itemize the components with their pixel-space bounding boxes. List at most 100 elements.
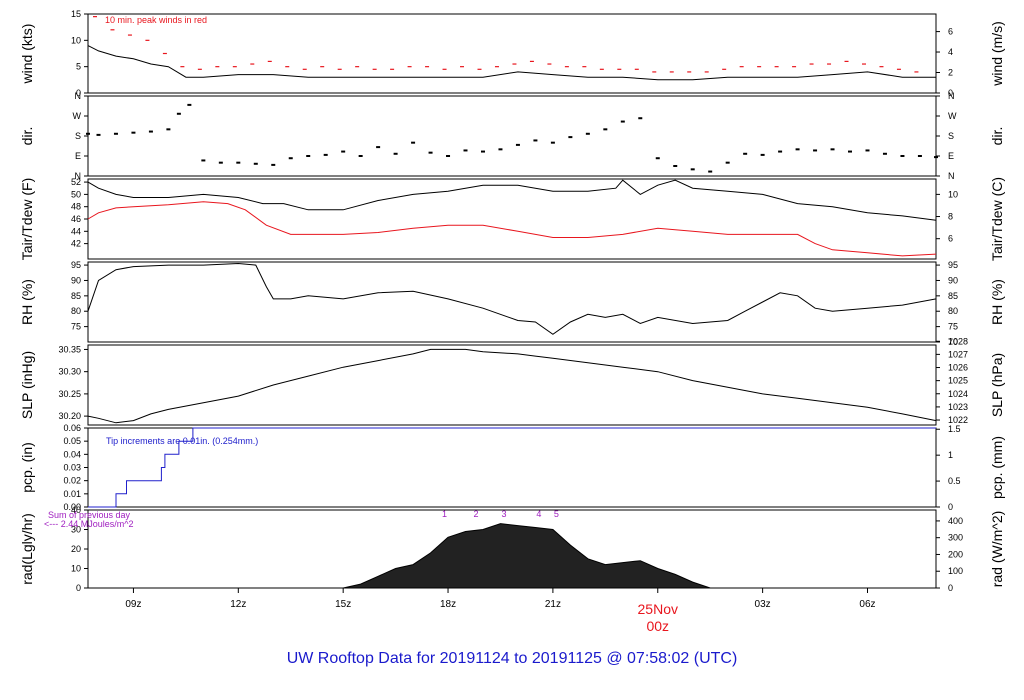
rh-line-rh — [87, 262, 937, 335]
slp-ytick-label-left: 30.30 — [58, 367, 81, 377]
dir-ytick-label-left: S — [75, 131, 81, 141]
temp-ytick-label-left: 52 — [71, 177, 81, 187]
wind-ytick-label-left: 5 — [76, 62, 81, 72]
slp-ytick-label-left: 30.20 — [58, 411, 81, 421]
slp-ylabel-right: SLP (hPa) — [989, 353, 1005, 417]
rad-day-number: 4 — [536, 509, 541, 519]
rad-day-number: 3 — [501, 509, 506, 519]
slp-ytick-label-right: 1024 — [948, 389, 968, 399]
rh-panel-frame — [87, 261, 937, 343]
pcp-ytick-label-right: 1 — [948, 450, 953, 460]
rad-ytick-label-right: 100 — [948, 566, 963, 576]
pcp-ytick-label-left: 0.06 — [63, 423, 81, 433]
rad-ytick-label-left: 30 — [71, 525, 81, 535]
dir-ytick-label-right: N — [948, 171, 955, 181]
pcp-line-precipitation — [88, 427, 936, 508]
wind-peak-annotation: 10 min. peak winds in red — [105, 15, 207, 25]
rad-area — [88, 523, 936, 589]
wind-ylabel-left: wind (kts) — [19, 24, 35, 85]
rh-ytick-label-right: 90 — [948, 275, 958, 285]
rad-sum-annotation-2: <--- 2.44 MJoules/m^2 — [44, 519, 134, 529]
time-tick-label: 09z — [125, 599, 141, 610]
pcp-ytick-label-left: 0.02 — [63, 476, 81, 486]
slp-ytick-label-left: 30.25 — [58, 389, 81, 399]
temp-ytick-label-left: 42 — [71, 239, 81, 249]
dir-ylabel-left: dir. — [19, 127, 35, 146]
dir-ytick-label-left: W — [73, 111, 82, 121]
slp-ytick-label-right: 1025 — [948, 376, 968, 386]
pcp-ytick-label-right: 0 — [948, 502, 953, 512]
temp-panel-frame — [87, 178, 937, 260]
time-tick-label: 06z — [859, 599, 875, 610]
pcp-ytick-label-left: 0.03 — [63, 463, 81, 473]
rh-ytick-label-left: 85 — [71, 291, 81, 301]
rh-ylabel-right: RH (%) — [989, 279, 1005, 325]
rad-sum-annotation-1: Sum of previous day — [48, 510, 131, 520]
chart-title: UW Rooftop Data for 20191124 to 20191125… — [286, 650, 738, 667]
rh-ytick-label-left: 90 — [71, 275, 81, 285]
time-tick-label: 12z — [230, 599, 246, 610]
wind-ylabel-right: wind (m/s) — [989, 21, 1005, 87]
wind-ytick-label-right: 0 — [948, 88, 953, 98]
slp-ytick-label-right: 1028 — [948, 336, 968, 346]
pcp-ylabel-right: pcp. (mm) — [989, 436, 1005, 499]
dir-ytick-label-right: E — [948, 151, 954, 161]
temp-ylabel-left: Tair/Tdew (F) — [19, 178, 35, 260]
rh-ytick-label-left: 95 — [71, 260, 81, 270]
slp-line-slp — [87, 348, 937, 424]
wind-ytick-label-left: 15 — [71, 9, 81, 19]
rh-ylabel-left: RH (%) — [19, 279, 35, 325]
temp-ytick-label-left: 48 — [71, 202, 81, 212]
wind-ytick-label-right: 4 — [948, 47, 953, 57]
temp-ytick-label-right: 8 — [948, 212, 953, 222]
temp-ytick-label-left: 50 — [71, 189, 81, 199]
pcp-ytick-label-left: 0.00 — [63, 502, 81, 512]
temp-ytick-label-left: 46 — [71, 214, 81, 224]
rad-ytick-label-left: 10 — [71, 564, 81, 574]
rad-ytick-label-right: 300 — [948, 533, 963, 543]
dir-ytick-label-left: N — [75, 91, 82, 101]
pcp-ytick-label-right: 0.5 — [948, 476, 961, 486]
rad-ylabel-left: rad(Lgly/hr) — [19, 513, 35, 585]
temp-line-tair — [87, 179, 937, 221]
rad-ytick-label-right: 0 — [948, 583, 953, 593]
dir-panel-frame — [87, 95, 937, 177]
time-tick-label: 21z — [545, 599, 561, 610]
wind-ytick-label-right: 6 — [948, 27, 953, 37]
temp-ytick-label-right: 10 — [948, 189, 958, 199]
rad-ytick-label-left: 0 — [76, 583, 81, 593]
wind-ytick-label-right: 2 — [948, 68, 953, 78]
rad-ytick-label-left: 40 — [71, 505, 81, 515]
dir-ytick-label-right: S — [948, 131, 954, 141]
rad-ytick-label-right: 200 — [948, 549, 963, 559]
pcp-ylabel-left: pcp. (in) — [19, 442, 35, 493]
rad-ytick-label-left: 20 — [71, 544, 81, 554]
wind-panel-frame — [87, 13, 937, 94]
rh-ytick-label-right: 70 — [948, 337, 958, 347]
pcp-ytick-label-right: 1.5 — [948, 424, 961, 434]
rh-ytick-label-right: 80 — [948, 306, 958, 316]
time-tick-label: 15z — [335, 599, 351, 610]
rad-ylabel-right: rad (W/m^2) — [989, 511, 1005, 588]
temp-line-tdew — [87, 201, 937, 257]
rh-ytick-label-left: 80 — [71, 306, 81, 316]
slp-panel-frame — [87, 344, 937, 426]
pcp-ytick-label-left: 0.01 — [63, 489, 81, 499]
slp-ytick-label-left: 30.35 — [58, 344, 81, 354]
slp-ytick-label-right: 1023 — [948, 402, 968, 412]
rad-day-number: 5 — [554, 509, 559, 519]
pcp-ytick-label-left: 0.04 — [63, 449, 81, 459]
dir-ylabel-right: dir. — [989, 127, 1005, 146]
dir-ytick-label-right: W — [948, 111, 957, 121]
slp-ytick-label-right: 1027 — [948, 349, 968, 359]
dir-ytick-label-right: N — [948, 91, 955, 101]
temp-ytick-label-left: 44 — [71, 226, 81, 236]
time-tick-label: 03z — [755, 599, 771, 610]
rad-day-number: 2 — [473, 509, 478, 519]
rh-ytick-label-right: 75 — [948, 322, 958, 332]
rh-ytick-label-left: 75 — [71, 322, 81, 332]
wind-ytick-label-left: 0 — [76, 88, 81, 98]
time-tick-label: 00z — [646, 618, 669, 634]
temp-ytick-label-right: 6 — [948, 234, 953, 244]
